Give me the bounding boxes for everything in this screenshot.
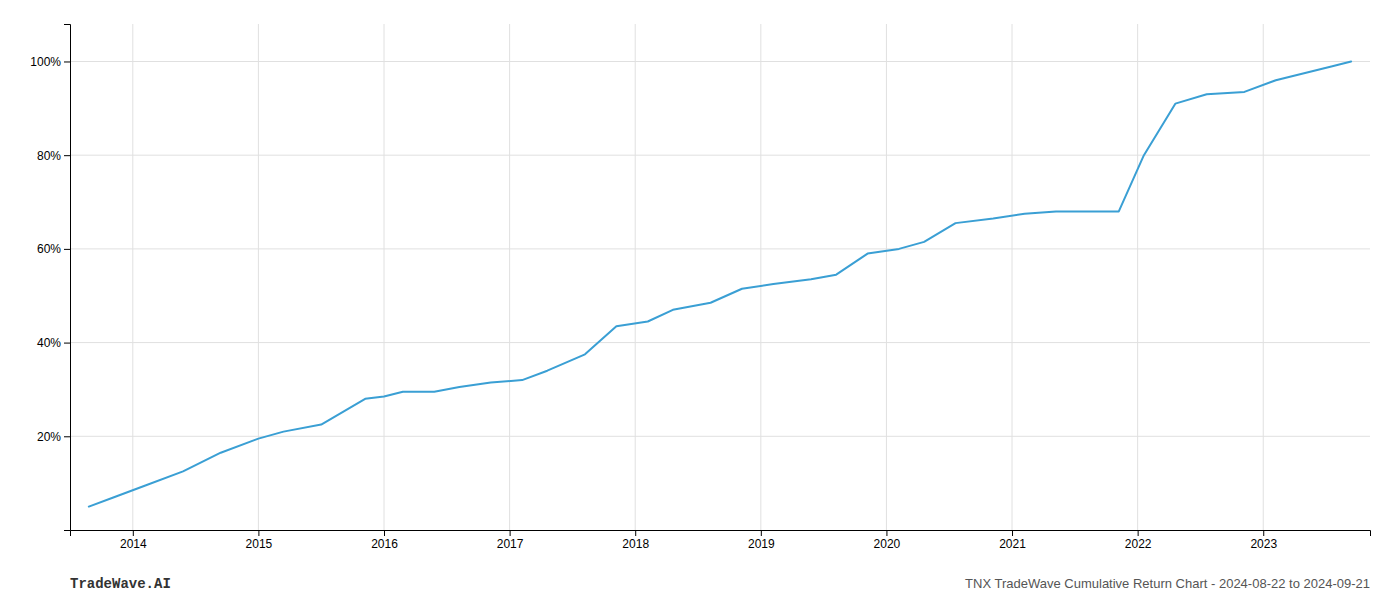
- grid-line-x: [384, 24, 385, 530]
- y-tick: 60%: [37, 242, 70, 256]
- x-tick: 2016: [371, 530, 398, 551]
- x-tick: 2022: [1125, 530, 1152, 551]
- x-tick-label: 2017: [497, 537, 524, 551]
- y-tick-mark: [64, 61, 70, 62]
- title: TNX TradeWave Cumulative Return Chart - …: [965, 576, 1370, 591]
- x-tick: 2021: [999, 530, 1026, 551]
- plot-area: 2014 2015 2016 2017 2018 2019 2020 2021 2022 2023…: [30, 24, 1370, 551]
- x-tick-mark: [384, 530, 385, 536]
- grid-line-y: [70, 248, 1370, 249]
- x-tick: 2023: [1250, 530, 1277, 551]
- y-tick-label: 20%: [37, 430, 61, 444]
- x-tick: 2020: [874, 530, 901, 551]
- y-tick-mark: [64, 249, 70, 250]
- x-axis-line: [71, 531, 1371, 537]
- grid-line-x: [1012, 24, 1013, 530]
- grid: [70, 24, 1370, 530]
- x-tick: 2019: [748, 530, 775, 551]
- grid-line-x: [1263, 24, 1264, 530]
- grid-line-x: [886, 24, 887, 530]
- y-axis-line: [64, 25, 71, 531]
- y-tick: 100%: [30, 55, 70, 69]
- x-tick-mark: [761, 530, 762, 536]
- grid-line-y: [70, 61, 1370, 62]
- x-tick-mark: [133, 530, 134, 536]
- chart: 2014 2015 2016 2017 2018 2019 2020 2021 2022 2023…: [0, 0, 1400, 600]
- grid-line-x: [1137, 24, 1138, 530]
- y-tick: 80%: [37, 149, 70, 163]
- x-tick-mark: [1263, 530, 1264, 536]
- x-tick-label: 2023: [1250, 537, 1277, 551]
- x-tick-mark: [258, 530, 259, 536]
- x-tick: 2015: [246, 530, 273, 551]
- grid-line-x: [635, 24, 636, 530]
- x-tick-label: 2019: [748, 537, 775, 551]
- y-axis: 20% 40% 60% 80% 100%: [30, 25, 70, 531]
- x-tick-mark: [1138, 530, 1139, 536]
- y-tick-mark: [64, 343, 70, 344]
- y-tick: 20%: [37, 430, 70, 444]
- y-tick-label: 80%: [37, 149, 61, 163]
- line: [89, 61, 1351, 506]
- x-tick-mark: [1012, 530, 1013, 536]
- y-tick-mark: [64, 155, 70, 156]
- grid-line-x: [258, 24, 259, 530]
- x-tick-mark: [635, 530, 636, 536]
- watermark: TradeWave.AI: [70, 576, 171, 592]
- grid-line-y: [70, 342, 1370, 343]
- x-tick-label: 2020: [874, 537, 901, 551]
- grid-line-x: [509, 24, 510, 530]
- x-tick-label: 2014: [120, 537, 147, 551]
- x-tick-label: 2018: [622, 537, 649, 551]
- x-tick-label: 2021: [999, 537, 1026, 551]
- x-tick-mark: [886, 530, 887, 536]
- y-tick: 40%: [37, 336, 70, 350]
- x-tick-label: 2015: [246, 537, 273, 551]
- x-axis: 2014 2015 2016 2017 2018 2019 2020 2021 2022 2023: [71, 530, 1371, 551]
- x-tick-label: 2016: [371, 537, 398, 551]
- y-tick-label: 40%: [37, 336, 61, 350]
- y-tick-label: 60%: [37, 242, 61, 256]
- grid-line-x: [132, 24, 133, 530]
- x-tick: 2018: [622, 530, 649, 551]
- x-tick-label: 2022: [1125, 537, 1152, 551]
- grid-line-x: [760, 24, 761, 530]
- x-tick: 2017: [497, 530, 524, 551]
- x-tick: 2014: [120, 530, 147, 551]
- grid-line-y: [70, 155, 1370, 156]
- y-tick-mark: [64, 436, 70, 437]
- x-tick-mark: [510, 530, 511, 536]
- y-tick-label: 100%: [30, 55, 61, 69]
- marks: [89, 61, 1351, 506]
